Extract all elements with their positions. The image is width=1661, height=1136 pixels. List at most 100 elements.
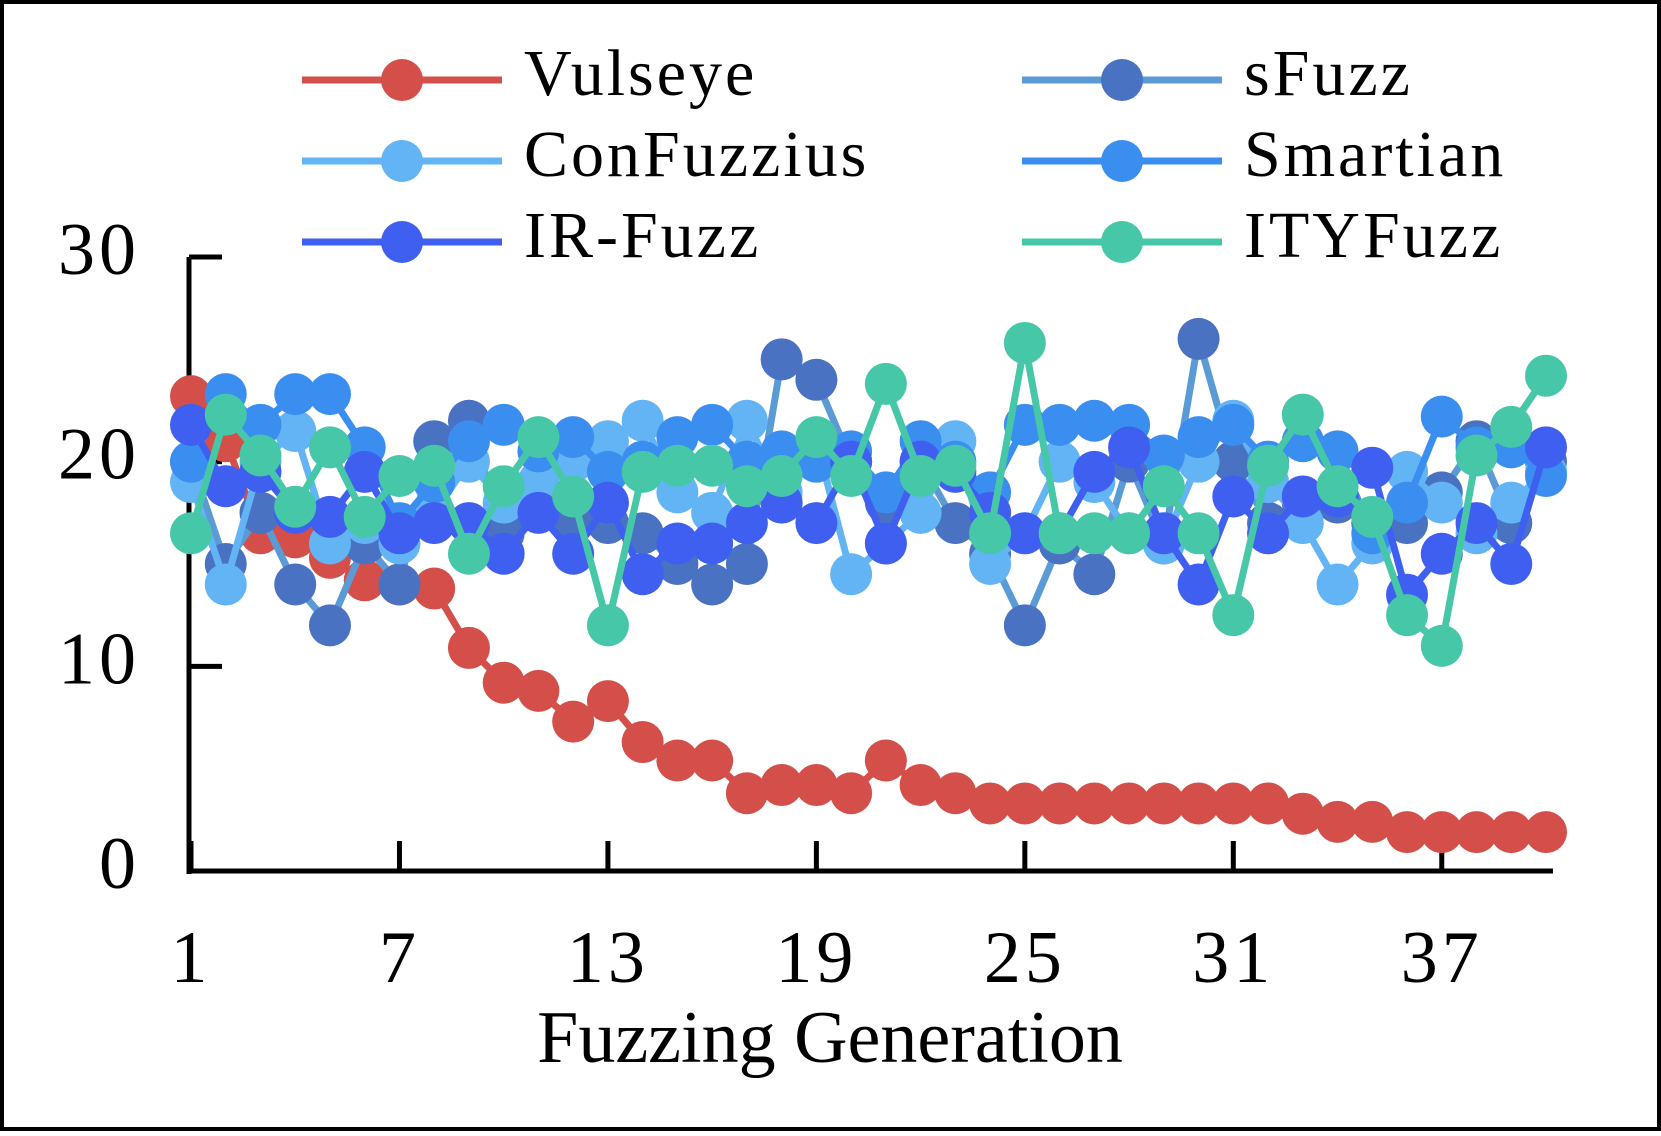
point [725, 543, 768, 585]
point [1142, 782, 1185, 825]
point [725, 465, 768, 508]
y-tick-label: 30 [58, 209, 140, 291]
point [621, 450, 664, 493]
point [447, 626, 490, 669]
point [482, 661, 525, 704]
point [969, 512, 1012, 555]
point [308, 495, 351, 538]
point [864, 522, 907, 565]
point [517, 669, 560, 712]
point [1525, 426, 1567, 469]
point [204, 563, 247, 606]
point [1108, 512, 1151, 555]
point [1073, 450, 1116, 493]
legend-marker [381, 221, 423, 263]
x-tick-label: 7 [379, 917, 420, 999]
point [1490, 811, 1533, 854]
x-tick-label: 1 [171, 917, 212, 999]
point [1247, 444, 1290, 487]
point [586, 680, 629, 723]
point [795, 764, 838, 807]
point [378, 512, 421, 555]
point [552, 700, 595, 743]
point [378, 563, 421, 606]
point [413, 567, 456, 610]
point [830, 454, 873, 497]
point [586, 420, 629, 463]
point [1525, 354, 1567, 397]
point [760, 764, 803, 807]
point [239, 403, 282, 446]
point [1420, 395, 1463, 438]
point [1212, 440, 1255, 483]
point [864, 362, 907, 405]
point [1351, 446, 1394, 489]
point [413, 444, 456, 487]
point [308, 426, 351, 469]
point [170, 403, 212, 446]
point [1073, 553, 1116, 596]
point [1038, 403, 1081, 446]
point [969, 782, 1012, 825]
y-tick-label: 0 [99, 823, 140, 905]
point [1455, 811, 1498, 854]
point [1420, 532, 1463, 575]
point [1351, 800, 1394, 843]
point [830, 772, 873, 815]
point [691, 444, 734, 487]
point [308, 373, 351, 416]
x-tick-label: 19 [775, 917, 857, 999]
point [1108, 782, 1151, 825]
point [969, 543, 1012, 585]
point [552, 416, 595, 459]
point [760, 454, 803, 497]
point [1177, 563, 1220, 606]
y-tick-label: 20 [58, 414, 140, 496]
point [934, 772, 977, 815]
point [934, 502, 977, 545]
point [1003, 321, 1046, 364]
point [1212, 475, 1255, 518]
legend-marker [381, 59, 423, 101]
y-tick-label: 10 [58, 618, 140, 700]
x-tick-label: 25 [984, 917, 1066, 999]
point [1003, 512, 1046, 555]
point [1003, 604, 1046, 647]
point [1525, 811, 1567, 854]
point [656, 739, 699, 782]
point [795, 358, 838, 401]
legend-label: ConFuzzius [524, 118, 869, 191]
point [795, 502, 838, 545]
point [1490, 543, 1533, 585]
point [1281, 792, 1324, 835]
point [1212, 403, 1255, 446]
point [482, 465, 525, 508]
point [447, 420, 490, 463]
point [1386, 481, 1429, 524]
point [1073, 399, 1116, 442]
point [1420, 481, 1463, 524]
legend-label: Smartian [1244, 118, 1506, 191]
point [795, 416, 838, 459]
legend-label: IR-Fuzz [524, 199, 761, 272]
point [586, 481, 629, 524]
point [691, 563, 734, 606]
point [204, 465, 247, 508]
point [482, 403, 525, 446]
point [656, 522, 699, 565]
point [239, 434, 282, 477]
point [1247, 782, 1290, 825]
point [1142, 434, 1185, 477]
point [621, 399, 664, 442]
point [1316, 800, 1359, 843]
point [308, 604, 351, 647]
point [1108, 426, 1151, 469]
point [552, 475, 595, 518]
point [656, 444, 699, 487]
point [1316, 563, 1359, 606]
x-axis-label: Fuzzing Generation [537, 997, 1123, 1079]
point [725, 502, 768, 545]
point [1212, 594, 1255, 637]
point [274, 409, 317, 452]
